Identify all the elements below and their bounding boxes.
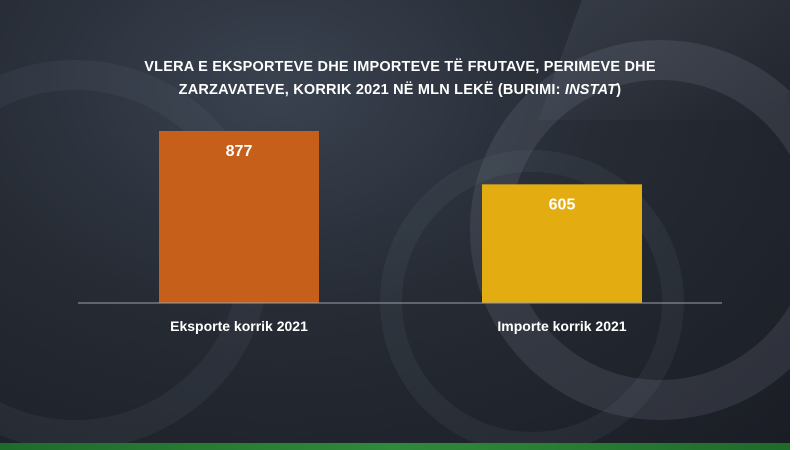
bar-exports [159,131,319,303]
chart-title-line-2: ZARZAVATEVE, KORRIK 2021 NË MLN LEKË (BU… [60,79,740,102]
chart-title-line-2-suffix: ) [616,82,622,98]
right-border-strip [790,0,800,450]
chart-title-source: INSTAT [564,82,617,98]
chart-title-line-2-prefix: ZARZAVATEVE, KORRIK 2021 NË MLN LEKË (BU… [178,82,565,98]
label-group: 877 Eksporte korrik 2021 605 Importe korrik… [170,143,627,334]
category-label-exports: Eksporte korrik 2021 [170,318,308,334]
bar-group [159,131,642,303]
chart-title-line-1: VLERA E EKSPORTEVE DHE IMPORTEVE TË FRUT… [144,59,656,75]
data-label-exports: 877 [226,143,253,160]
chart-background: VLERA E EKSPORTEVE DHE IMPORTEVE TË FRUT… [0,0,790,443]
category-label-imports: Importe korrik 2021 [497,318,626,334]
data-label-imports: 605 [549,196,576,213]
bar-chart: 877 Eksporte korrik 2021 605 Importe korrik… [78,131,722,334]
bottom-accent-strip [0,443,790,450]
chart-title: VLERA E EKSPORTEVE DHE IMPORTEVE TË FRUT… [60,56,740,102]
bar-imports [482,184,642,303]
